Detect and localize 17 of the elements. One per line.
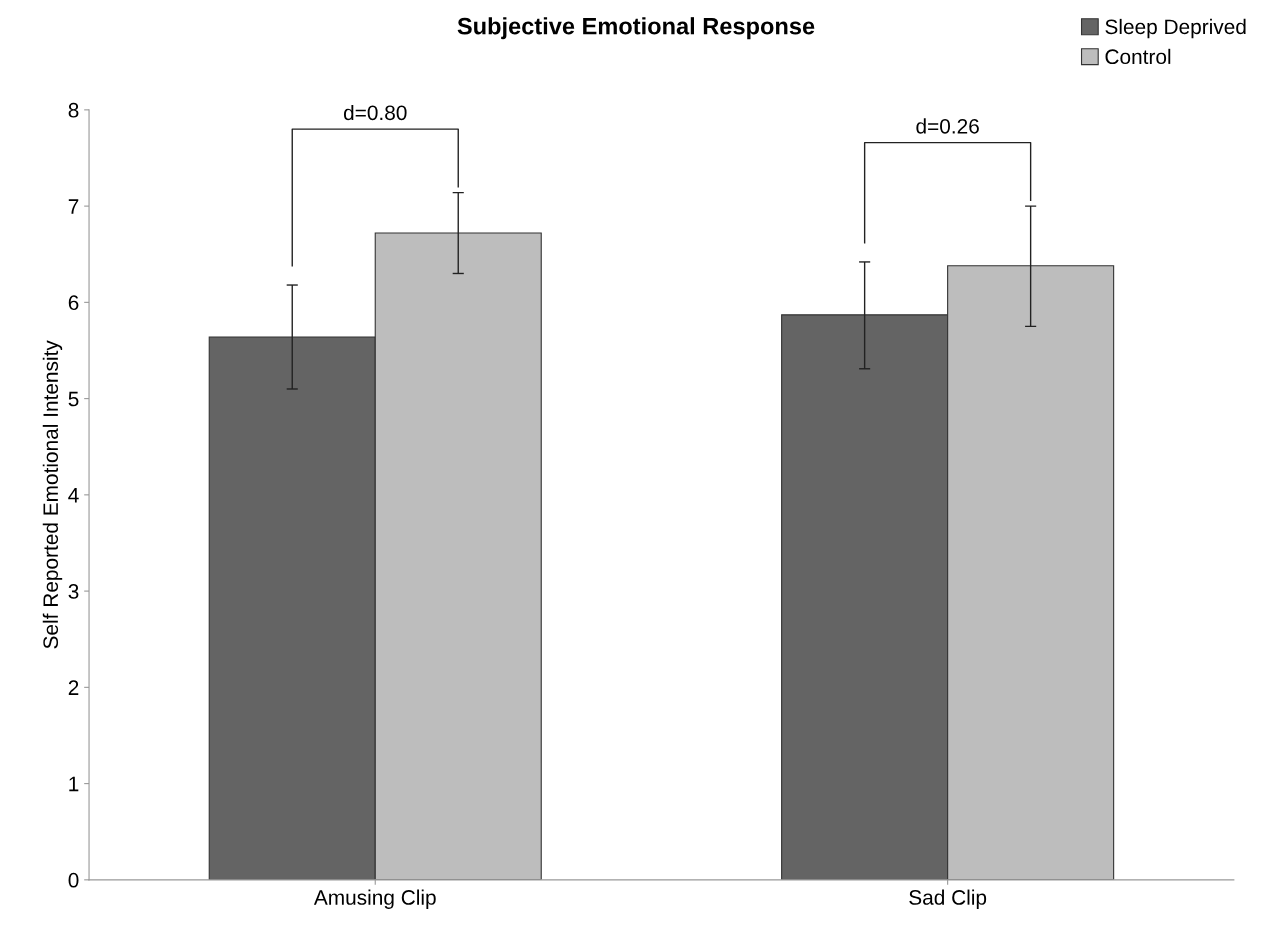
annotation: d=0.26: [916, 118, 979, 134]
x-tick-label: Sad Clip: [909, 889, 987, 909]
y-tick-label: 5: [68, 391, 79, 407]
y-tick-label: 2: [68, 680, 79, 695]
y-tick-label: 1: [69, 776, 79, 792]
legend-label: Sleep Deprived: [1105, 18, 1246, 39]
y-tick-label: 7: [68, 199, 79, 214]
y-tick-label: 0: [68, 872, 79, 888]
y-tick-label: 8: [68, 102, 79, 118]
annotation: d=0.80: [343, 104, 407, 121]
y-tick-label: 3: [68, 584, 79, 599]
x-tick-label: Amusing Clip: [313, 889, 436, 909]
y-tick-label: 4: [68, 488, 79, 503]
legend-label: Control: [1105, 48, 1171, 65]
chart-title: Subjective Emotional Response: [457, 17, 815, 40]
y-tick-label: 6: [68, 295, 79, 311]
y-axis-title: Self Reported Emotional Intensity: [42, 340, 63, 649]
